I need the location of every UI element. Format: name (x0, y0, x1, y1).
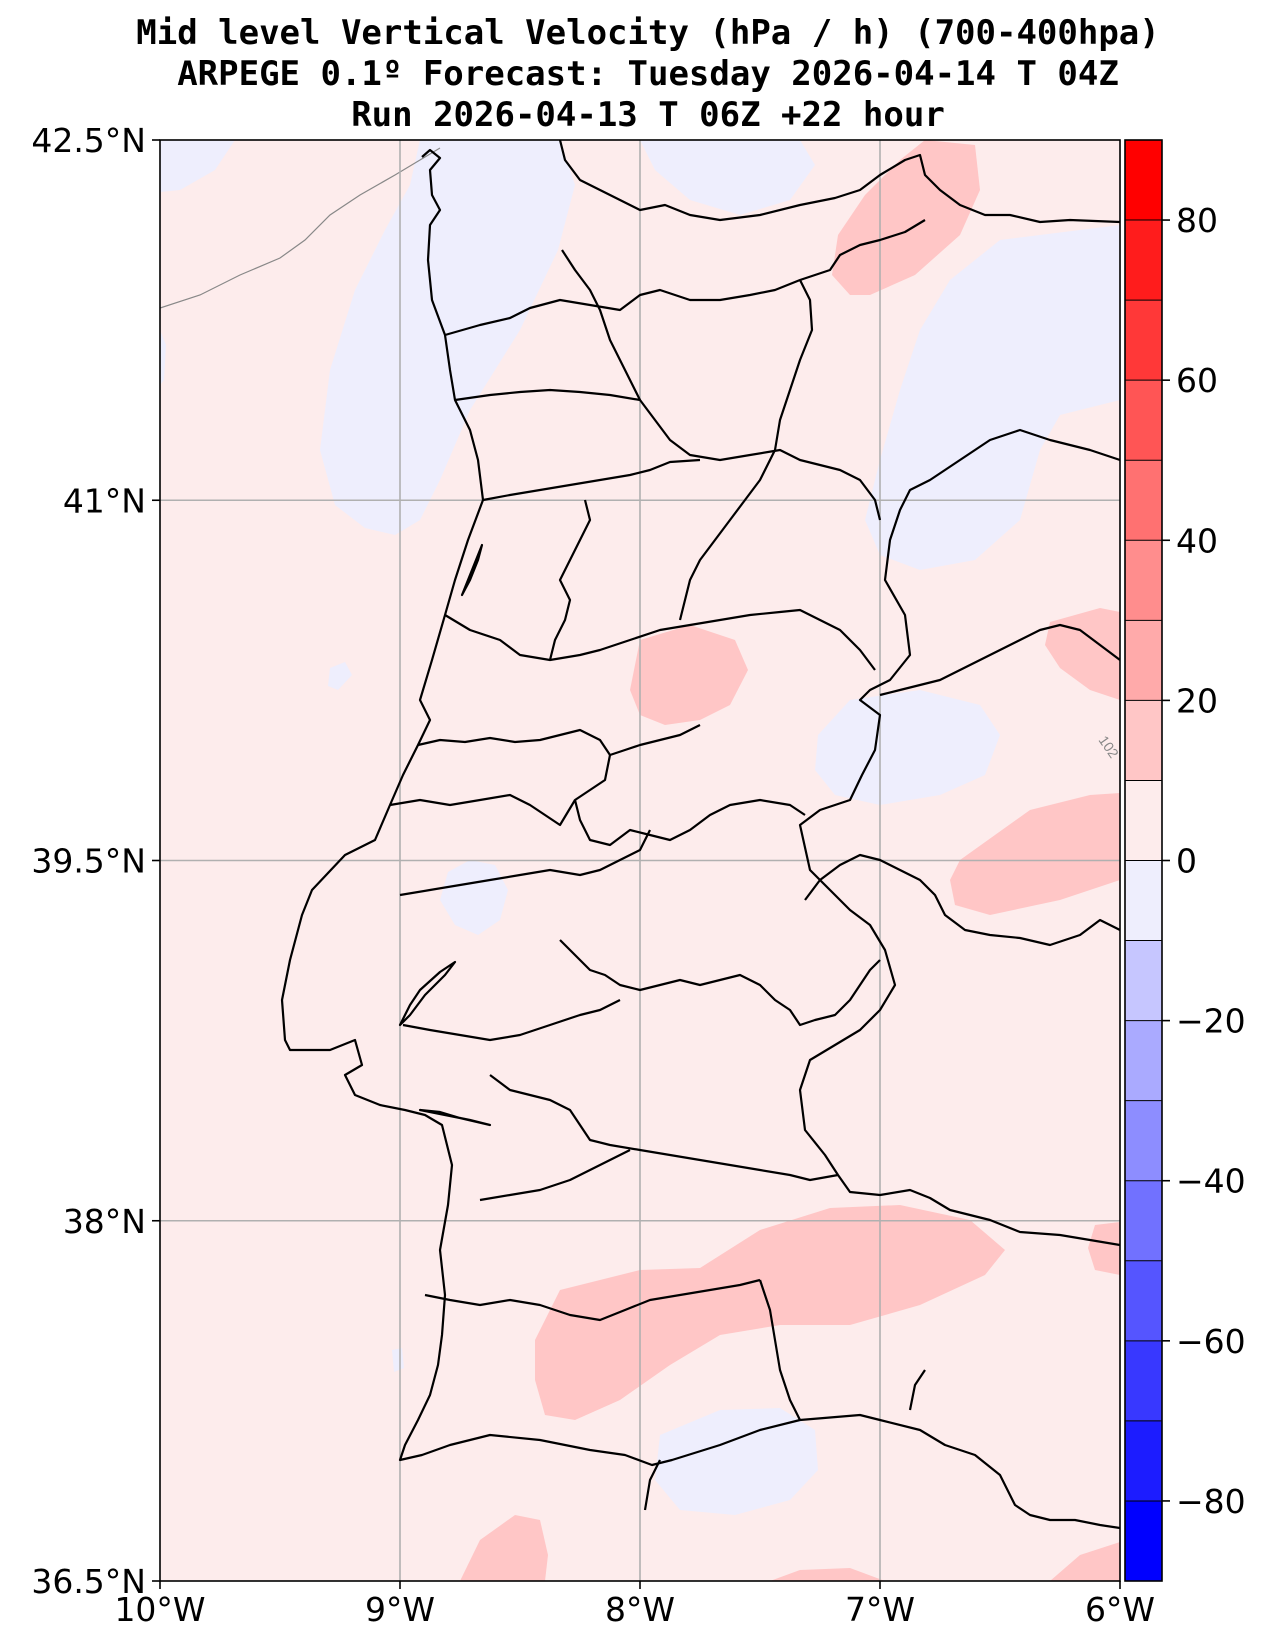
y-tick-label: 42.5°N (31, 121, 146, 160)
coastline-and-borders (280, 140, 1120, 1530)
colorbar-band (1125, 780, 1162, 861)
map-panel: 102 (159, 139, 1121, 1582)
border-east-2 (804, 853, 1120, 947)
colorbar-band (1125, 220, 1162, 301)
border-portugal-spain (558, 140, 1120, 224)
colorbar-tick-label: 0 (1176, 842, 1197, 881)
colorbar-tick-label: −80 (1176, 1482, 1246, 1521)
contour-negative-speck-3 (160, 330, 166, 385)
estuary-sado (418, 1108, 492, 1127)
border-inner-7 (548, 499, 592, 661)
colorbar-band (1125, 1260, 1162, 1341)
x-tick-label: 8°W (605, 1590, 675, 1629)
contour-negative-north-center (640, 140, 815, 215)
colorbar-tick-label: 60 (1176, 361, 1218, 400)
border-inner-10 (389, 793, 576, 827)
y-tick-label: 39.5°N (31, 842, 146, 881)
colorbar-band (1125, 940, 1162, 1021)
border-inner-8 (417, 724, 701, 757)
colorbar-ticks: 80 60 40 20 0 −20 −40 −60 −80 (1162, 201, 1246, 1521)
y-axis-ticks: 42.5°N 41°N 39.5°N 38°N 36.5°N (31, 121, 160, 1601)
colorbar-tick-label: −60 (1176, 1322, 1246, 1361)
border-inner-3 (482, 458, 701, 502)
colorbar-band (1125, 1100, 1162, 1181)
ria-aveiro (460, 543, 484, 597)
border-inner-6 (678, 279, 814, 621)
colorbar-band (1125, 1020, 1162, 1101)
x-axis-ticks: 10°W 9°W 8°W 7°W 6°W (114, 1581, 1155, 1629)
colorbar-band (1125, 140, 1162, 221)
border-inner-1 (444, 219, 926, 337)
x-tick-label: 7°W (845, 1590, 915, 1629)
contour-negative-northeast (865, 225, 1120, 570)
title-line-3: Run 2026-04-13 T 06Z +22 hour (351, 95, 945, 135)
isobar-line (160, 147, 441, 309)
border-inner-5 (561, 249, 641, 401)
colorbar-band (1125, 1340, 1162, 1421)
colorbar-tick-label: 40 (1176, 521, 1218, 560)
contour-negative-south (655, 1408, 818, 1515)
y-tick-label: 36.5°N (31, 1562, 146, 1601)
title-line-2: ARPEGE 0.1º Forecast: Tuesday 2026-04-14… (177, 54, 1119, 94)
colorbar-band (1125, 540, 1162, 621)
colorbar-tick-label: −40 (1176, 1162, 1246, 1201)
contour-positive-southeast (1088, 1222, 1120, 1275)
border-inner-12 (559, 939, 881, 1027)
colorbar-band (1125, 620, 1162, 701)
contour-positive-southeast-bottom (1050, 1542, 1120, 1581)
border-inner-18 (643, 1459, 661, 1511)
x-tick-label: 6°W (1085, 1590, 1155, 1629)
colorbar: 80 60 40 20 0 −20 −40 −60 −80 (1124, 139, 1246, 1582)
y-tick-label: 38°N (63, 1202, 146, 1241)
contour-negative-speck-1 (328, 662, 352, 690)
border-inner-14 (489, 1074, 839, 1182)
x-tick-label: 10°W (114, 1590, 205, 1629)
coastline (280, 148, 1120, 1530)
estuary-tejo (398, 960, 457, 1027)
border-inner-11 (399, 829, 651, 897)
title-line-1: Mid level Vertical Velocity (hPa / h) (7… (136, 13, 1160, 53)
contour-positive-east (950, 793, 1120, 915)
colorbar-bands (1125, 140, 1162, 1581)
colorbar-band (1125, 1180, 1162, 1261)
y-tick-label: 41°N (63, 481, 146, 520)
border-inner-19 (908, 1369, 926, 1411)
colorbar-band (1125, 380, 1162, 461)
colorbar-band (1125, 1420, 1162, 1501)
colorbar-tick-label: −20 (1176, 1002, 1246, 1041)
border-inner-17 (479, 1149, 631, 1202)
colorbar-band (1125, 860, 1162, 941)
contour-positive-bottom-center (770, 1568, 885, 1581)
colorbar-tick-label: 20 (1176, 681, 1218, 720)
colorbar-band (1125, 300, 1162, 381)
colorbar-tick-label: 80 (1176, 201, 1218, 240)
border-inner-16 (758, 1279, 801, 1421)
colorbar-band (1125, 1500, 1162, 1581)
border-inner-4 (444, 608, 876, 671)
border-inner-15 (424, 1278, 761, 1322)
contour-negative-northwest-corner (160, 140, 235, 192)
contour-positive-east-small (1045, 608, 1120, 700)
border-inner-9 (573, 754, 806, 847)
colorbar-band (1125, 700, 1162, 781)
contour-positive-north (832, 140, 980, 295)
contour-negative-north (320, 140, 575, 535)
border-east-1 (798, 428, 1120, 1247)
border-inner-2 (454, 388, 882, 521)
contour-positive-center (630, 625, 748, 725)
border-east-3 (879, 623, 1120, 697)
x-tick-label: 9°W (365, 1590, 435, 1629)
colorbar-band (1125, 460, 1162, 541)
contour-negative-speck-2 (392, 1348, 404, 1372)
border-inner-13 (402, 999, 621, 1042)
contour-positive-south-bottom (460, 1515, 548, 1581)
